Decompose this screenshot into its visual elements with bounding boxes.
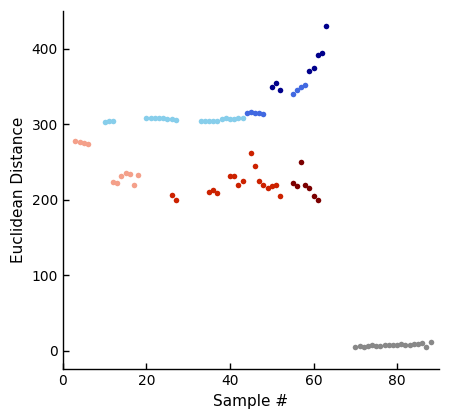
Point [226,116,234,122]
Point [318,49,325,56]
Point [126,171,133,177]
Point [323,23,330,29]
Point [168,116,175,122]
Point [210,117,217,124]
Point [423,344,430,350]
Point [297,83,305,90]
Point [289,180,296,186]
Point [406,341,413,348]
Point [197,117,204,124]
Point [143,115,150,122]
Point [293,183,301,189]
Point [260,181,267,188]
Point [235,181,242,188]
Point [352,344,359,350]
Point [310,64,317,71]
Point [277,193,284,199]
Point [256,178,263,184]
Y-axis label: Euclidean Distance: Euclidean Distance [11,117,26,263]
Point [76,138,83,145]
Point [314,52,321,58]
Point [135,171,142,178]
Point [418,340,426,346]
Point [364,343,371,349]
Point [168,192,175,199]
Point [164,116,171,122]
Point [155,115,162,122]
Point [230,173,238,180]
Point [109,117,117,124]
Point [72,137,79,144]
Point [398,341,405,347]
Point [147,115,154,122]
Point [402,341,409,348]
Point [427,338,434,345]
Point [151,115,158,122]
Point [109,179,117,186]
Point [389,342,396,349]
Point [122,170,129,177]
Point [252,110,259,116]
Point [272,181,279,188]
Point [239,115,246,122]
Point [314,197,321,203]
Point [306,185,313,192]
Point [248,150,255,156]
Point [206,117,213,124]
Point [214,189,221,196]
Point [248,109,255,116]
Point [289,91,296,97]
Point [369,342,376,349]
Point [373,343,380,349]
Point [360,344,367,350]
Point [101,119,108,126]
Point [377,343,384,349]
Point [268,83,275,90]
Point [252,163,259,169]
Point [130,182,138,189]
Point [293,87,301,94]
Point [214,118,221,125]
Point [260,110,267,117]
Point [272,79,279,86]
Point [160,115,167,122]
Point [218,116,225,122]
Point [264,185,271,192]
X-axis label: Sample #: Sample # [213,394,288,409]
Point [113,180,121,186]
Point [105,117,112,124]
Point [210,186,217,193]
Point [297,159,305,165]
Point [80,140,87,147]
Point [84,141,91,147]
Point [201,117,208,124]
Point [410,341,418,347]
Point [277,87,284,94]
Point [306,68,313,75]
Point [235,115,242,122]
Point [172,116,179,123]
Point [310,193,317,199]
Point [226,172,234,179]
Point [356,343,363,349]
Point [393,341,400,348]
Point [385,341,392,348]
Point [222,115,230,122]
Point [381,342,388,349]
Point [268,183,275,189]
Point [206,189,213,196]
Point [230,116,238,122]
Point [118,173,125,180]
Point [302,81,309,88]
Point [302,181,309,188]
Point [243,110,250,116]
Point [172,197,179,203]
Point [414,341,422,347]
Point [239,178,246,184]
Point [256,110,263,116]
